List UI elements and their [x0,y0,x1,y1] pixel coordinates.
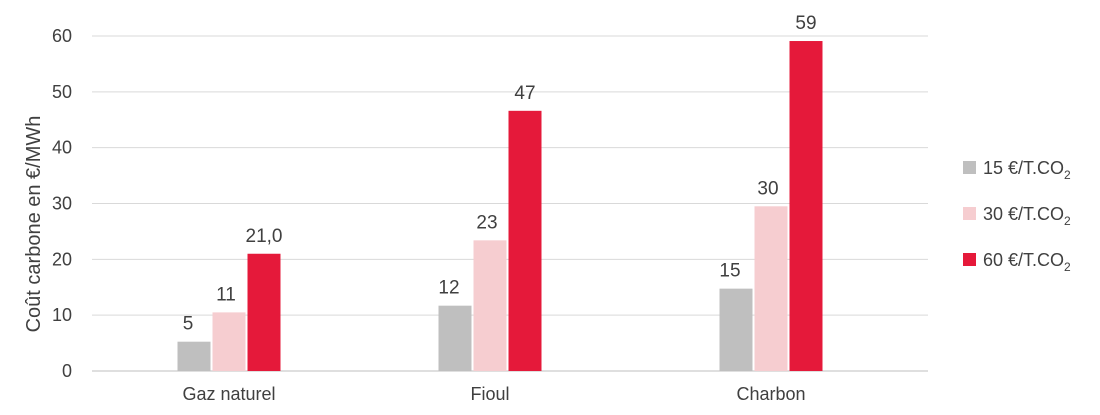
x-axis-categories: Gaz naturel Fioul Charbon [182,384,805,404]
bar [212,312,246,371]
data-label: 15 [719,261,740,282]
bar [438,305,472,371]
data-label: 21,0 [246,226,283,247]
data-label: 59 [795,13,816,34]
x-category-label: Charbon [736,384,805,404]
y-tick-label: 30 [52,194,72,214]
x-category-label: Gaz naturel [182,384,275,404]
legend-entry: 30 €/T.CO2 [983,204,1071,228]
data-label: 12 [438,278,459,299]
legend-swatch [963,253,976,266]
legend-entry: 60 €/T.CO2 [983,250,1071,274]
bar [754,206,788,371]
legend: 15 €/T.CO2 30 €/T.CO2 60 €/T.CO2 [963,158,1071,274]
bar [719,288,753,371]
data-label: 5 [183,314,194,335]
bar [473,240,507,371]
legend-entry: 15 €/T.CO2 [983,158,1071,182]
bar [247,253,281,371]
x-category-label: Fioul [470,384,509,404]
y-tick-label: 60 [52,26,72,46]
y-tick-label: 40 [52,138,72,158]
bars [177,41,823,372]
y-tick-label: 50 [52,82,72,102]
data-label: 11 [216,284,236,305]
data-label: 23 [476,212,497,233]
legend-swatch [963,207,976,220]
bar [789,41,823,372]
data-label: 30 [757,178,778,199]
y-tick-label: 20 [52,249,72,269]
bar [508,110,542,372]
y-tick-label: 10 [52,305,72,325]
y-axis-ticks: 0 10 20 30 40 50 60 [52,26,72,381]
y-tick-label: 0 [62,361,72,381]
data-labels: 5 11 21,0 12 23 47 15 30 59 [183,13,817,335]
bar [177,341,211,371]
y-axis-title: Coût carbone en €/MWh [23,116,45,333]
legend-swatch [963,161,976,174]
data-label: 47 [514,83,535,104]
